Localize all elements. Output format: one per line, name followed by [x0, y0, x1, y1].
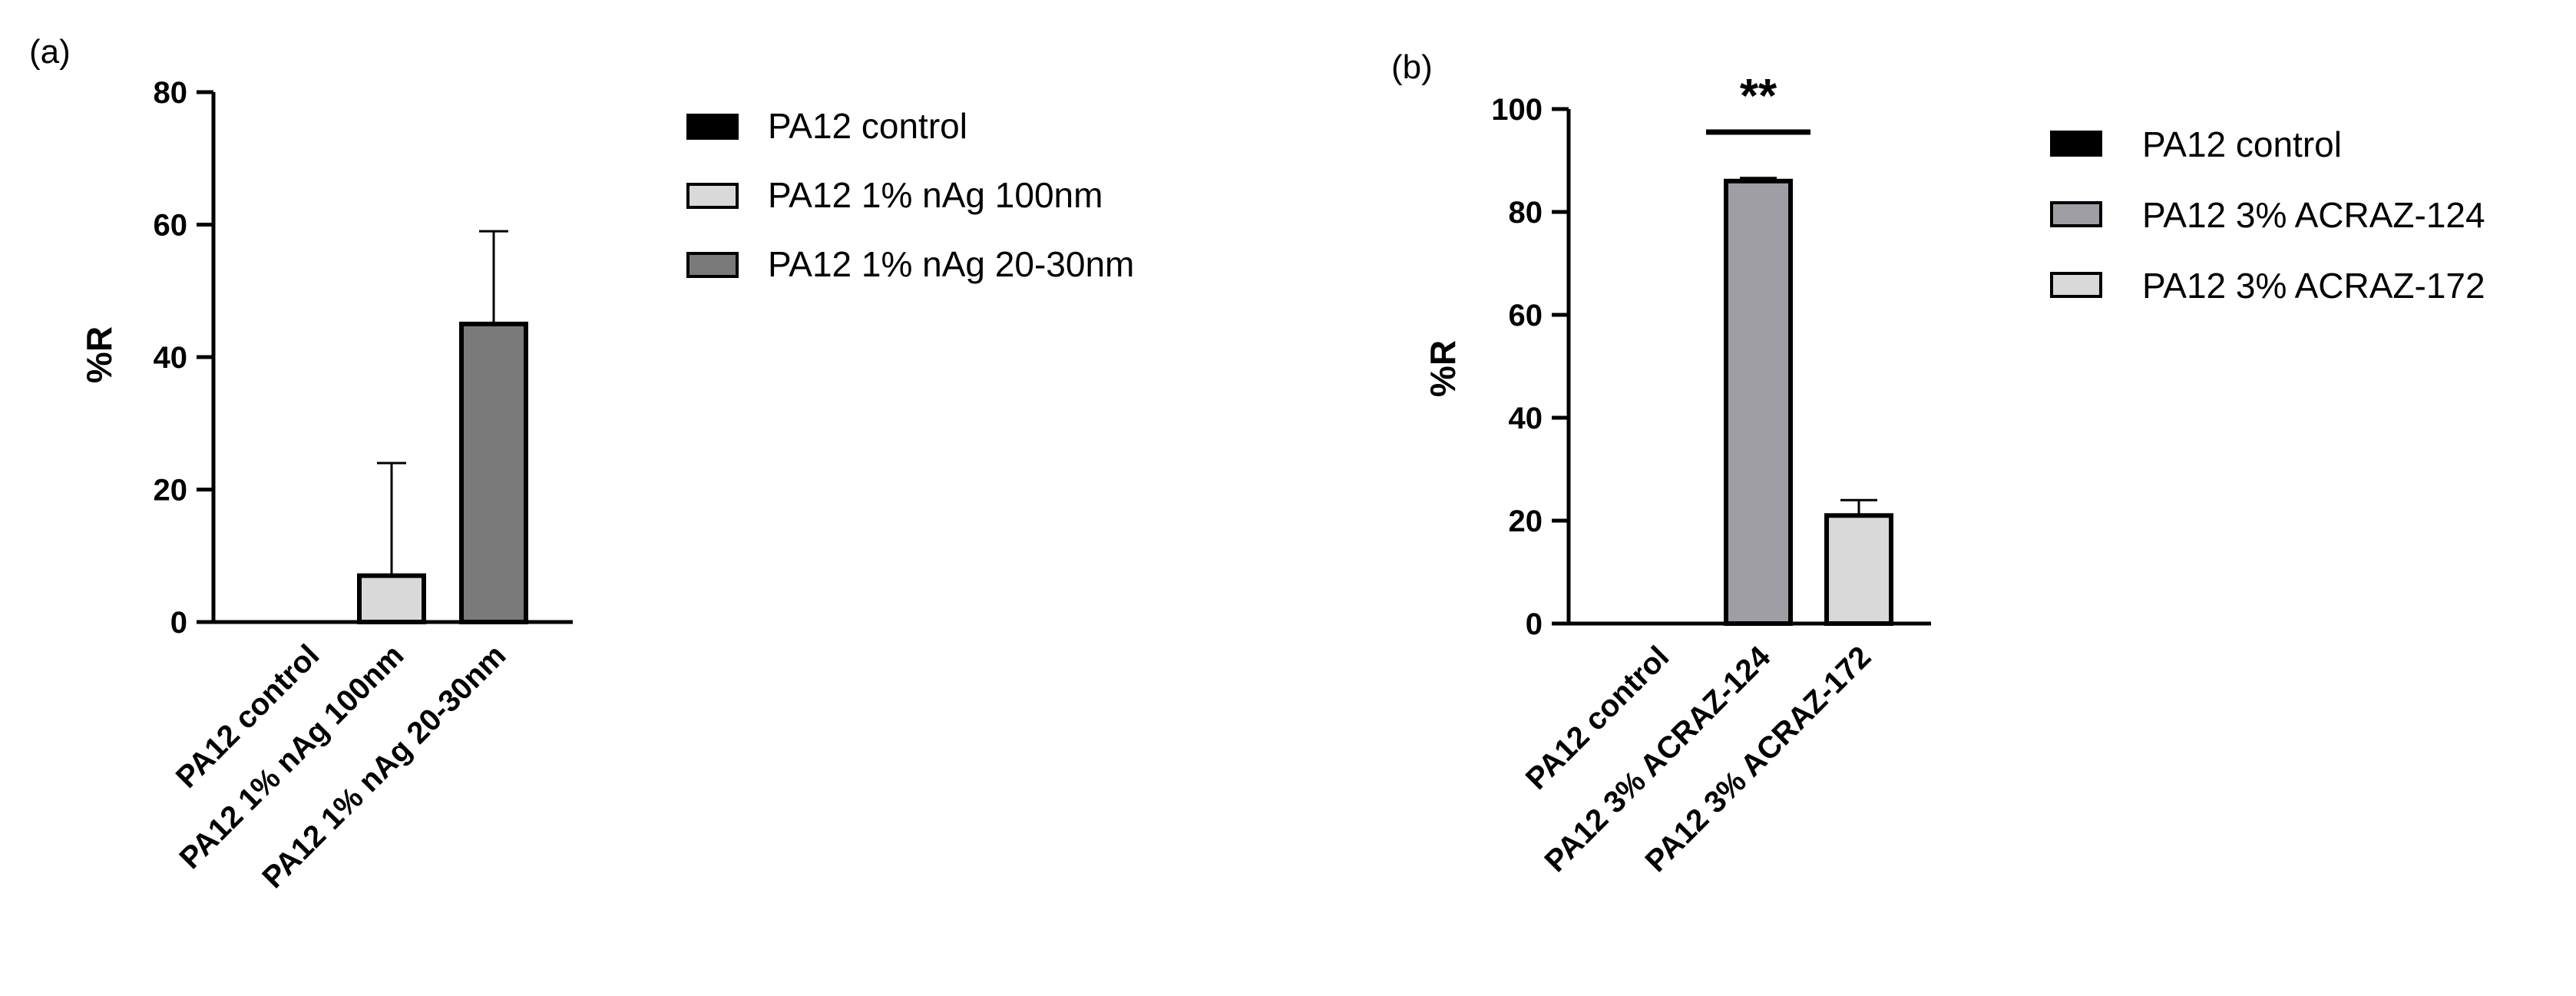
y-tick-label: 100	[1491, 93, 1543, 127]
panel-b-label: (b)	[1391, 48, 1433, 86]
y-tick-label: 0	[170, 606, 187, 640]
panel-b-legend-swatch	[2050, 201, 2102, 227]
y-tick-label: 80	[154, 76, 188, 110]
panel-b-legend-swatch	[2050, 272, 2102, 298]
x-category-label: PA12 control	[170, 638, 326, 794]
panel-b-y-axis-label: %R	[1423, 340, 1463, 397]
panel-a-legend-item: PA12 control	[686, 106, 967, 146]
bar	[357, 573, 426, 624]
panel-a-legend-text: PA12 control	[768, 106, 967, 146]
y-tick-label: 80	[1509, 196, 1543, 230]
bar	[1824, 513, 1893, 626]
panel-a-label: (a)	[29, 33, 71, 71]
panel-a-y-axis-label: %R	[79, 326, 119, 383]
panel-b-legend: PA12 control PA12 3% ACRAZ-124 PA12 3% A…	[2050, 124, 2485, 306]
y-tick-label: 60	[154, 209, 188, 243]
panel-a-bars	[357, 230, 528, 624]
panel-a-legend-item: PA12 1% nAg 100nm	[686, 175, 1103, 215]
panel-b-legend-swatch	[2050, 131, 2102, 157]
panel-a-legend-text: PA12 1% nAg 20-30nm	[768, 244, 1134, 284]
panel-b-legend-item: PA12 3% ACRAZ-124	[2050, 195, 2485, 235]
panel-b-significance: **	[1706, 70, 1810, 135]
y-tick-label: 0	[1526, 607, 1543, 641]
y-tick-label: 40	[1509, 402, 1543, 435]
panel-a-y-axis: 0 20 40 60 80	[154, 76, 573, 640]
panel-b-legend-item: PA12 3% ACRAZ-172	[2050, 266, 2485, 306]
y-tick-label: 20	[154, 474, 188, 508]
panel-a-legend-item: PA12 1% nAg 20-30nm	[686, 244, 1134, 284]
panel-b-legend-text: PA12 3% ACRAZ-124	[2142, 195, 2485, 235]
panel-b-legend-text: PA12 3% ACRAZ-172	[2142, 266, 2485, 306]
panel-b-bars	[1724, 177, 1893, 627]
panel-b-legend-item: PA12 control	[2050, 124, 2342, 164]
y-tick-label: 40	[154, 341, 188, 375]
panel-a-legend-text: PA12 1% nAg 100nm	[768, 175, 1103, 215]
panel-a-legend: PA12 control PA12 1% nAg 100nm PA12 1% n…	[686, 106, 1134, 284]
panel-a-legend-swatch	[686, 183, 739, 209]
panel-a-legend-swatch	[686, 114, 739, 140]
y-tick-label: 60	[1509, 299, 1543, 333]
y-tick-label: 20	[1509, 505, 1543, 538]
panel-a-legend-swatch	[686, 252, 739, 278]
significance-marker: **	[1740, 70, 1777, 123]
bar	[459, 321, 528, 624]
bar	[1724, 178, 1793, 627]
panel-b-legend-text: PA12 control	[2142, 124, 2342, 164]
